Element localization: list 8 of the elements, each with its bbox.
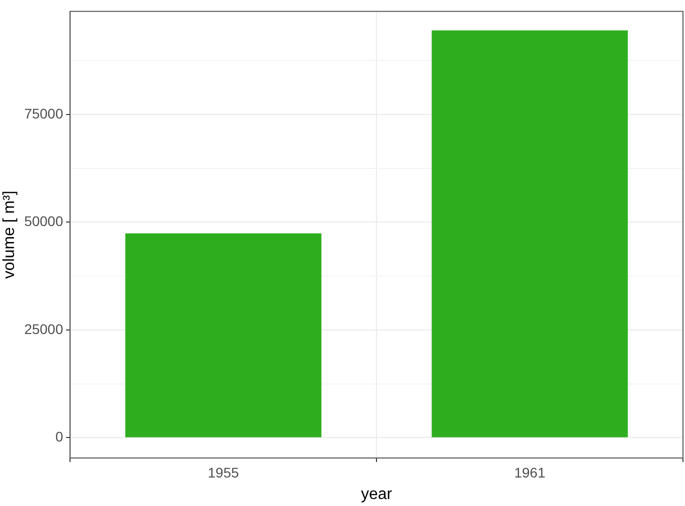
- x-tick-label: 1955: [208, 464, 240, 480]
- x-tick-label: 1961: [514, 464, 546, 480]
- y-tick-label: 0: [55, 428, 64, 445]
- y-tick-label: 25000: [24, 320, 64, 337]
- x-axis-title: year: [361, 486, 393, 503]
- y-axis-title: volume [ m³]: [1, 190, 18, 279]
- y-tick-label: 50000: [24, 213, 64, 230]
- y-tick-label: 75000: [24, 105, 64, 122]
